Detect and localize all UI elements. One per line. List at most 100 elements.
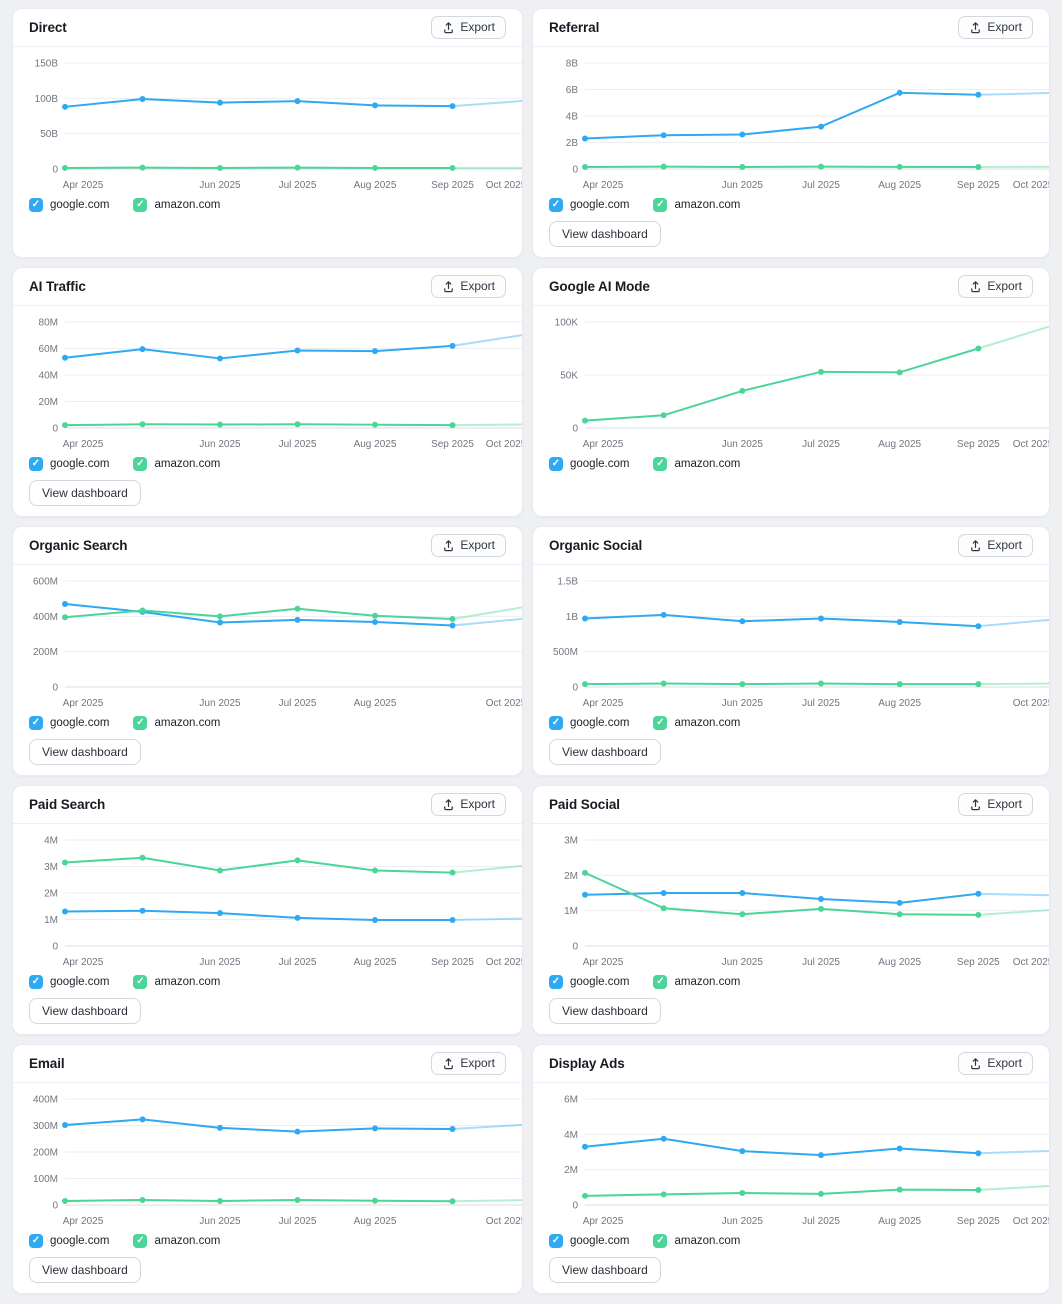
svg-text:1M: 1M <box>44 915 58 926</box>
checkbox-checked-icon[interactable]: ✓ <box>549 1234 563 1248</box>
legend-item-amazon-com[interactable]: ✓ amazon.com <box>653 975 740 989</box>
checkbox-checked-icon[interactable]: ✓ <box>549 457 563 471</box>
legend-item-amazon-com[interactable]: ✓ amazon.com <box>653 1234 740 1248</box>
export-button-label: Export <box>460 1056 495 1070</box>
view-dashboard-button[interactable]: View dashboard <box>549 739 661 765</box>
checkbox-checked-icon[interactable]: ✓ <box>29 975 43 989</box>
view-dashboard-button[interactable]: View dashboard <box>29 739 141 765</box>
export-button[interactable]: Export <box>431 534 506 557</box>
svg-text:0: 0 <box>572 683 578 694</box>
legend-item-amazon-com[interactable]: ✓ amazon.com <box>653 198 740 212</box>
card-body: 8B 6B 4B 2B 0 Apr 2025 Jun 2025 Jul 2025 Aug 202… <box>533 47 1049 257</box>
card-title: AI Traffic <box>29 279 86 294</box>
legend-item-google-com[interactable]: ✓ google.com <box>549 198 629 212</box>
line-chart-paid-social: 3M 2M 1M 0 Apr 2025 Jun 2025 Jul 2025 Aug 2025 S… <box>564 836 1049 968</box>
view-dashboard-label: View dashboard <box>42 745 128 759</box>
checkbox-checked-icon[interactable]: ✓ <box>549 975 563 989</box>
checkbox-checked-icon[interactable]: ✓ <box>653 1234 668 1248</box>
export-button-label: Export <box>987 538 1022 552</box>
svg-text:2B: 2B <box>566 138 579 149</box>
checkbox-checked-icon[interactable]: ✓ <box>133 975 148 989</box>
channel-card-organic-search: Organic Search Export 600M 400M 200M 0 Apr 2… <box>12 526 523 776</box>
legend-item-google-com[interactable]: ✓ google.com <box>549 716 629 730</box>
svg-text:2M: 2M <box>564 871 578 882</box>
card-body: 3M 2M 1M 0 Apr 2025 Jun 2025 Jul 2025 Aug 2025 S… <box>533 824 1049 1034</box>
svg-text:0: 0 <box>52 424 58 435</box>
svg-text:600M: 600M <box>33 577 58 588</box>
checkbox-checked-icon[interactable]: ✓ <box>29 457 43 471</box>
svg-text:2M: 2M <box>44 889 58 900</box>
svg-text:Jun 2025: Jun 2025 <box>199 180 241 191</box>
legend-item-amazon-com[interactable]: ✓ amazon.com <box>133 457 220 471</box>
legend-item-google-com[interactable]: ✓ google.com <box>29 716 109 730</box>
view-dashboard-button[interactable]: View dashboard <box>549 1257 661 1283</box>
checkbox-checked-icon[interactable]: ✓ <box>133 1234 148 1248</box>
checkbox-checked-icon[interactable]: ✓ <box>29 198 43 212</box>
export-button[interactable]: Export <box>958 793 1033 816</box>
view-dashboard-button[interactable]: View dashboard <box>29 1257 141 1283</box>
svg-text:20M: 20M <box>39 397 58 408</box>
legend-item-amazon-com[interactable]: ✓ amazon.com <box>133 198 220 212</box>
svg-text:Oct 2025: Oct 2025 <box>1013 698 1050 709</box>
legend-label: amazon.com <box>154 717 221 729</box>
checkbox-checked-icon[interactable]: ✓ <box>133 457 148 471</box>
legend-item-amazon-com[interactable]: ✓ amazon.com <box>653 457 740 471</box>
checkbox-checked-icon[interactable]: ✓ <box>653 198 668 212</box>
svg-text:Jun 2025: Jun 2025 <box>722 1216 764 1227</box>
legend-label: google.com <box>50 976 110 988</box>
svg-text:200M: 200M <box>33 647 58 658</box>
legend-item-google-com[interactable]: ✓ google.com <box>549 1234 629 1248</box>
line-chart-paid-search: 4M 3M 2M 1M 0 Apr 2025 Jun 2025 Jul 2025 Aug 202… <box>44 836 522 968</box>
legend-label: amazon.com <box>674 458 741 470</box>
legend-item-amazon-com[interactable]: ✓ amazon.com <box>133 716 220 730</box>
legend-item-amazon-com[interactable]: ✓ amazon.com <box>133 1234 220 1248</box>
legend-item-google-com[interactable]: ✓ google.com <box>29 1234 109 1248</box>
upload-icon <box>444 280 454 292</box>
line-chart-organic-search: 600M 400M 200M 0 Apr 2025 Jun 2025 Jul 2025 Aug… <box>33 577 523 709</box>
view-dashboard-button[interactable]: View dashboard <box>29 480 141 506</box>
export-button[interactable]: Export <box>958 275 1033 298</box>
legend-item-amazon-com[interactable]: ✓ amazon.com <box>653 716 740 730</box>
channel-card-google-ai-mode: Google AI Mode Export 100K 50K 0 Apr 2025 Ju… <box>532 267 1050 517</box>
checkbox-checked-icon[interactable]: ✓ <box>133 198 148 212</box>
checkbox-checked-icon[interactable]: ✓ <box>29 716 43 730</box>
export-button[interactable]: Export <box>958 534 1033 557</box>
legend-item-google-com[interactable]: ✓ google.com <box>549 975 629 989</box>
legend-item-google-com[interactable]: ✓ google.com <box>549 457 629 471</box>
checkbox-checked-icon[interactable]: ✓ <box>653 457 668 471</box>
legend-label: google.com <box>570 199 630 211</box>
legend-item-google-com[interactable]: ✓ google.com <box>29 198 109 212</box>
svg-text:Sep 2025: Sep 2025 <box>431 439 474 450</box>
checkbox-checked-icon[interactable]: ✓ <box>549 198 563 212</box>
export-button[interactable]: Export <box>958 1052 1033 1075</box>
checkbox-checked-icon[interactable]: ✓ <box>653 975 668 989</box>
checkbox-checked-icon[interactable]: ✓ <box>653 716 668 730</box>
svg-text:400M: 400M <box>33 612 58 623</box>
card-body: 1.5B 1B 500M 0 Apr 2025 Jun 2025 Jul 2025 Aug 2… <box>533 565 1049 775</box>
view-dashboard-button[interactable]: View dashboard <box>549 221 661 247</box>
export-button[interactable]: Export <box>958 16 1033 39</box>
export-button[interactable]: Export <box>431 793 506 816</box>
svg-text:1B: 1B <box>566 612 579 623</box>
svg-text:0: 0 <box>572 942 578 953</box>
svg-text:Jul 2025: Jul 2025 <box>279 1216 317 1227</box>
export-button[interactable]: Export <box>431 16 506 39</box>
svg-text:40M: 40M <box>39 371 58 382</box>
legend-item-google-com[interactable]: ✓ google.com <box>29 975 109 989</box>
svg-text:Oct 2025: Oct 2025 <box>1013 1216 1050 1227</box>
export-button[interactable]: Export <box>431 1052 506 1075</box>
view-dashboard-button[interactable]: View dashboard <box>549 998 661 1024</box>
checkbox-checked-icon[interactable]: ✓ <box>549 716 563 730</box>
export-button[interactable]: Export <box>431 275 506 298</box>
legend-item-google-com[interactable]: ✓ google.com <box>29 457 109 471</box>
checkbox-checked-icon[interactable]: ✓ <box>133 716 148 730</box>
svg-text:Oct 2025: Oct 2025 <box>486 698 523 709</box>
svg-text:60M: 60M <box>39 344 58 355</box>
legend-item-amazon-com[interactable]: ✓ amazon.com <box>133 975 220 989</box>
view-dashboard-label: View dashboard <box>562 1004 648 1018</box>
upload-icon <box>444 539 454 551</box>
view-dashboard-button[interactable]: View dashboard <box>29 998 141 1024</box>
svg-text:4M: 4M <box>44 836 58 847</box>
svg-text:400M: 400M <box>33 1095 58 1106</box>
checkbox-checked-icon[interactable]: ✓ <box>29 1234 43 1248</box>
